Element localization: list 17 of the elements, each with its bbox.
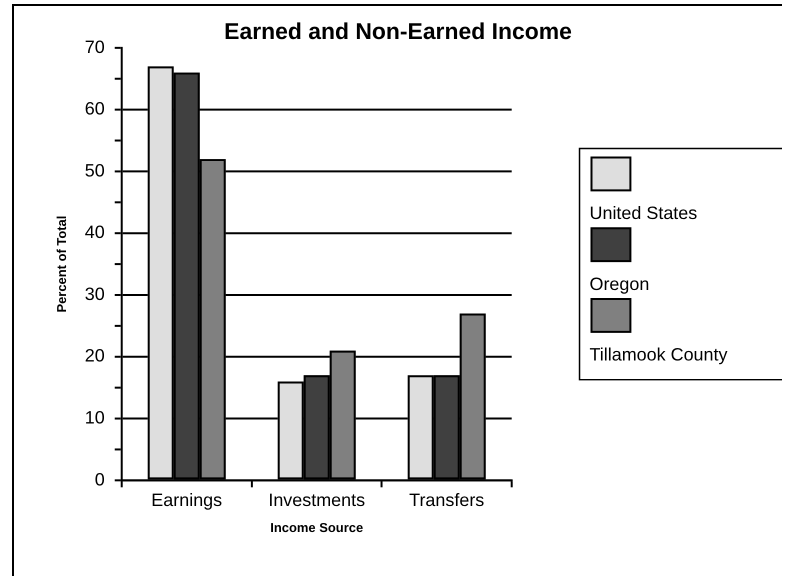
legend-label: United States xyxy=(590,203,698,224)
legend-label: Tillamook County xyxy=(590,344,728,365)
y-tick-label: 20 xyxy=(84,346,105,366)
legend-label: Oregon xyxy=(590,274,650,294)
x-tick-label: Investments xyxy=(268,490,366,510)
y-tick-label: 40 xyxy=(84,222,105,242)
chart-title: Earned and Non-Earned Income xyxy=(224,18,572,44)
x-axis-title: Income Source xyxy=(270,520,364,535)
x-tick-label: Transfers xyxy=(409,490,484,510)
y-tick-label: 10 xyxy=(84,408,105,428)
y-tick-label: 70 xyxy=(84,36,105,57)
y-tick-label: 0 xyxy=(94,469,105,490)
y-tick-label: 30 xyxy=(84,284,105,304)
y-axis-title: Percent of Total xyxy=(54,216,70,313)
x-tick-label: Earnings xyxy=(151,490,222,510)
y-tick-label: 50 xyxy=(84,160,105,180)
y-tick-label: 60 xyxy=(84,98,105,119)
